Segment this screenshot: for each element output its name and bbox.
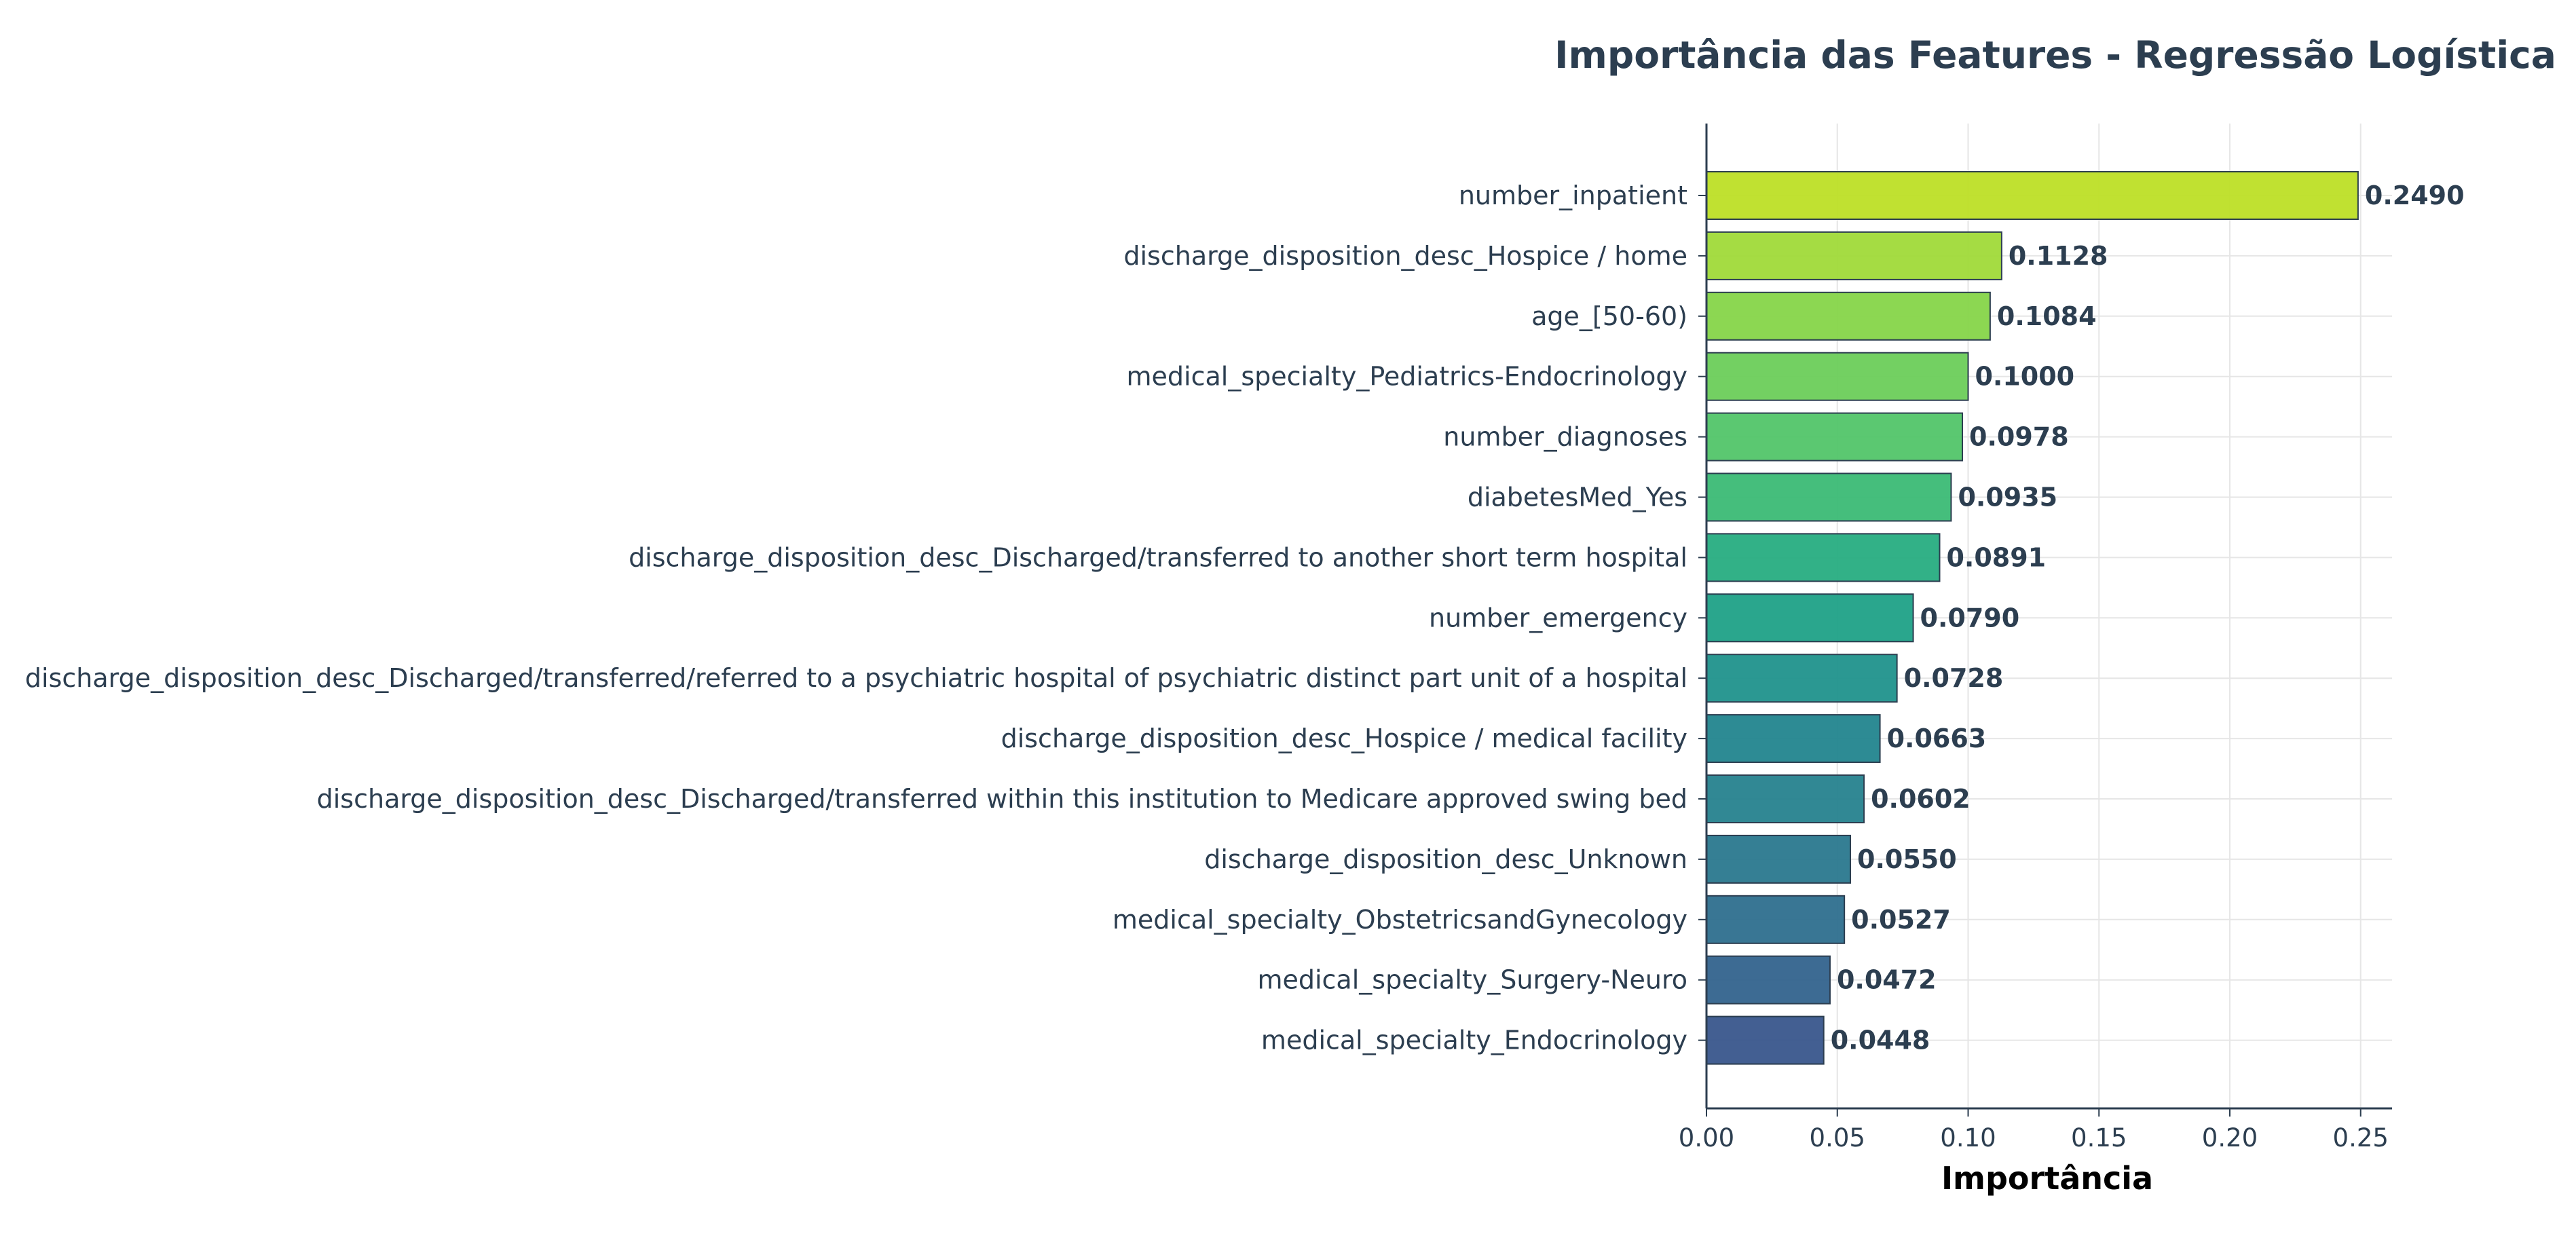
category-label-14: medical_specialty_Endocrinology [1261,1026,1687,1055]
category-label-10: discharge_disposition_desc_Discharged/tr… [317,784,1687,814]
value-label-9: 0.0663 [1887,724,1987,753]
value-label-11: 0.0550 [1857,844,1957,874]
category-label-3: medical_specialty_Pediatrics-Endocrinolo… [1127,362,1687,392]
axes: 0.00 0.05 0.10 0.15 0.20 0.25 [1679,124,2392,1153]
value-label-3: 0.1000 [1975,362,2074,392]
value-label-10: 0.0602 [1871,784,1971,814]
category-label-0: number_inpatient [1459,181,1687,210]
x-axis-label: Importância [1941,1160,2153,1197]
category-label-4: number_diagnoses [1443,422,1687,452]
category-label-9: discharge_disposition_desc_Hospice / med… [1001,724,1687,753]
x-tick-label-4: 0.20 [2202,1123,2258,1153]
x-tick-label-1: 0.05 [1810,1123,1865,1153]
bar-0 [1706,171,2359,220]
bar-13 [1706,955,1831,1005]
value-label-6: 0.0891 [1946,542,2046,572]
category-labels: number_inpatient discharge_disposition_de… [25,181,1687,1055]
x-tick-label-0: 0.00 [1679,1123,1734,1153]
x-tick-label-2: 0.10 [1940,1123,1996,1153]
category-label-6: discharge_disposition_desc_Discharged/tr… [629,542,1687,572]
x-tick-label-3: 0.15 [2071,1123,2127,1153]
value-label-8: 0.0728 [1904,663,2004,693]
bar-2 [1706,291,1991,341]
x-tick-label-5: 0.25 [2333,1123,2389,1153]
value-labels: 0.2490 0.1128 0.1084 0.1000 0.0978 0.0935 0.08… [1831,181,2465,1055]
value-label-14: 0.0448 [1831,1026,1930,1055]
bar-9 [1706,714,1881,764]
category-label-11: discharge_disposition_desc_Unknown [1204,844,1687,874]
category-label-1: discharge_disposition_desc_Hospice / hom… [1123,241,1687,271]
bar-10 [1706,774,1865,823]
category-label-8: discharge_disposition_desc_Discharged/tr… [25,663,1687,693]
bar-4 [1706,412,1964,462]
bar-11 [1706,834,1852,884]
category-label-13: medical_specialty_Surgery-Neuro [1257,965,1687,995]
bar-7 [1706,593,1914,643]
value-label-1: 0.1128 [2009,241,2108,271]
bar-8 [1706,654,1898,703]
value-label-2: 0.1084 [1997,301,2097,331]
bars-layer [1706,171,2359,1065]
value-label-13: 0.0472 [1837,965,1937,995]
bar-1 [1706,231,2002,280]
category-label-12: medical_specialty_ObstetricsandGynecolog… [1113,905,1687,935]
value-label-5: 0.0935 [1958,483,2057,512]
category-label-7: number_emergency [1429,603,1687,633]
value-label-12: 0.0527 [1851,905,1951,935]
value-label-7: 0.0790 [1920,603,2020,633]
category-label-2: age_[50-60) [1531,301,1687,331]
bar-12 [1706,895,1846,944]
bar-6 [1706,533,1941,582]
bar-14 [1706,1015,1825,1065]
chart-title: Importância das Features - Regressão Log… [1554,33,2556,77]
value-label-4: 0.0978 [1969,422,2069,452]
category-label-5: diabetesMed_Yes [1468,483,1687,512]
bar-5 [1706,472,1952,522]
value-label-0: 0.2490 [2365,181,2465,210]
bar-3 [1706,352,1969,401]
